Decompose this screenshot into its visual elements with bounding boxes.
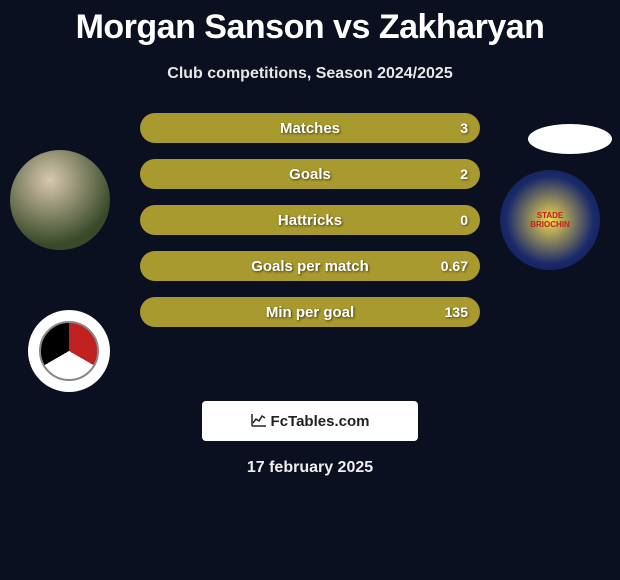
stat-value-right: 2	[460, 166, 468, 182]
stat-value-right: 135	[445, 304, 468, 320]
stat-value-right: 0	[460, 212, 468, 228]
stat-row: Goals per match 0.67	[140, 251, 480, 281]
stat-row: Goals 2	[140, 159, 480, 189]
stat-label: Goals per match	[251, 258, 369, 275]
stat-label: Matches	[280, 120, 340, 137]
subtitle: Club competitions, Season 2024/2025	[0, 65, 620, 83]
chart-icon	[251, 413, 267, 430]
stat-row: Min per goal 135	[140, 297, 480, 327]
stat-value-right: 3	[460, 120, 468, 136]
stat-row: Hattricks 0	[140, 205, 480, 235]
stat-label: Hattricks	[278, 212, 342, 229]
stat-label: Min per goal	[266, 304, 354, 321]
comparison-chart: Matches 3 Goals 2 Hattricks 0 Goals per match 0…	[0, 113, 620, 383]
source-label: FcTables.com	[271, 413, 370, 430]
source-badge: FcTables.com	[202, 401, 418, 441]
footer-date: 17 february 2025	[0, 459, 620, 477]
stat-label: Goals	[289, 166, 331, 183]
page-title: Morgan Sanson vs Zakharyan	[0, 0, 620, 47]
stat-row: Matches 3	[140, 113, 480, 143]
stat-value-right: 0.67	[441, 258, 468, 274]
